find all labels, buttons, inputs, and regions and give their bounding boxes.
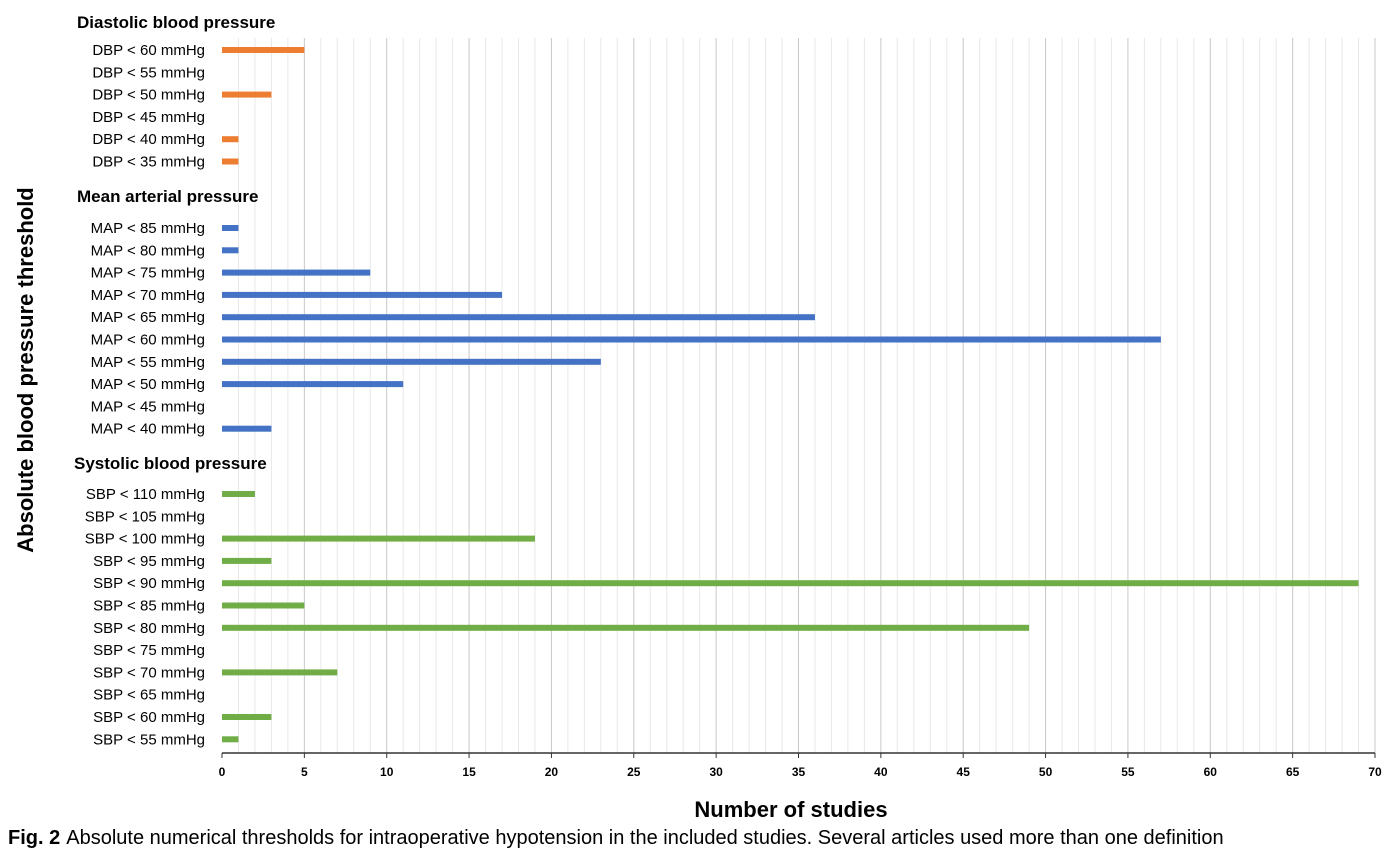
category-label: SBP < 60 mmHg [93, 709, 205, 726]
category-label: MAP < 50 mmHg [91, 376, 205, 393]
tick-label: 60 [1204, 765, 1218, 779]
bar [222, 624, 1030, 631]
category-label: MAP < 75 mmHg [91, 265, 205, 282]
category-label: MAP < 40 mmHg [91, 421, 205, 438]
x-axis-title: Number of studies [694, 797, 887, 822]
category-label: MAP < 45 mmHg [91, 398, 205, 415]
caption-text: Absolute numerical thresholds for intrao… [66, 827, 1224, 849]
category-label: SBP < 110 mmHg [86, 486, 205, 503]
bar [222, 136, 239, 143]
category-label: MAP < 70 mmHg [91, 287, 205, 304]
tick-label: 0 [219, 765, 226, 779]
group-label: Systolic blood pressure [74, 454, 267, 473]
bar [222, 158, 239, 165]
group-label: Diastolic blood pressure [77, 13, 275, 32]
category-label: DBP < 50 mmHg [92, 87, 205, 104]
tick-label: 70 [1368, 765, 1382, 779]
category-label: SBP < 90 mmHg [93, 575, 205, 592]
tick-label: 25 [627, 765, 641, 779]
category-label: DBP < 45 mmHg [92, 109, 205, 126]
tick-label: 50 [1039, 765, 1053, 779]
category-label: SBP < 70 mmHg [93, 664, 205, 681]
tick-label: 40 [874, 765, 888, 779]
bar [222, 425, 272, 432]
tick-label: 65 [1286, 765, 1300, 779]
gridlines [237, 38, 1376, 753]
category-label: DBP < 35 mmHg [92, 154, 205, 171]
category-label: DBP < 60 mmHg [92, 42, 205, 59]
category-label: SBP < 105 mmHg [85, 508, 205, 525]
bar [222, 602, 305, 609]
bar [222, 225, 239, 231]
tick-label: 30 [709, 765, 723, 779]
bar [222, 269, 371, 276]
category-label: MAP < 85 mmHg [91, 220, 205, 237]
category-label: DBP < 55 mmHg [92, 64, 205, 81]
bar [222, 557, 272, 564]
bar [222, 247, 239, 254]
category-label: SBP < 55 mmHg [93, 731, 205, 748]
category-labels: Diastolic blood pressure DBP < 60 mmHg DBP… [74, 13, 275, 748]
tick-label: 15 [462, 765, 476, 779]
category-label: SBP < 95 mmHg [93, 553, 205, 570]
bar [222, 358, 601, 365]
bars [222, 47, 1359, 743]
category-label: SBP < 100 mmHg [85, 531, 205, 548]
category-label: MAP < 60 mmHg [91, 332, 205, 349]
bar [222, 291, 503, 298]
category-label: MAP < 65 mmHg [91, 309, 205, 326]
tick-label: 45 [957, 765, 971, 779]
bar [222, 580, 1359, 587]
bar [222, 91, 272, 98]
bar [222, 714, 272, 720]
tick-label: 35 [792, 765, 806, 779]
category-label: MAP < 80 mmHg [91, 242, 205, 259]
group-label: Mean arterial pressure [77, 187, 258, 206]
tick-label: 5 [301, 765, 308, 779]
bar [222, 491, 255, 497]
tick-label: 55 [1121, 765, 1135, 779]
bar [222, 47, 305, 53]
category-label: DBP < 40 mmHg [92, 131, 205, 148]
bar-chart: Diastolic blood pressure DBP < 60 mmHg DBP… [13, 13, 1382, 822]
bar [222, 381, 404, 388]
figure-number: Fig. 2 [8, 827, 61, 849]
tick-label: 20 [545, 765, 559, 779]
bar [222, 535, 535, 542]
category-label: SBP < 80 mmHg [93, 620, 205, 637]
bar [222, 336, 1161, 343]
tick-label: 10 [380, 765, 394, 779]
figure-caption: Fig. 2 Absolute numerical thresholds for … [8, 827, 1224, 850]
bar [222, 314, 815, 321]
y-axis-title: Absolute blood pressure threshold [13, 187, 38, 552]
category-label: SBP < 75 mmHg [93, 642, 205, 659]
category-label: MAP < 55 mmHg [91, 354, 205, 371]
bar [222, 669, 338, 676]
bar [222, 736, 239, 743]
category-label: SBP < 65 mmHg [93, 687, 205, 704]
x-axis-ticks: 0 5 10 15 20 25 30 35 40 45 50 55 60 65 70 [219, 753, 1382, 779]
category-label: SBP < 85 mmHg [93, 598, 205, 615]
